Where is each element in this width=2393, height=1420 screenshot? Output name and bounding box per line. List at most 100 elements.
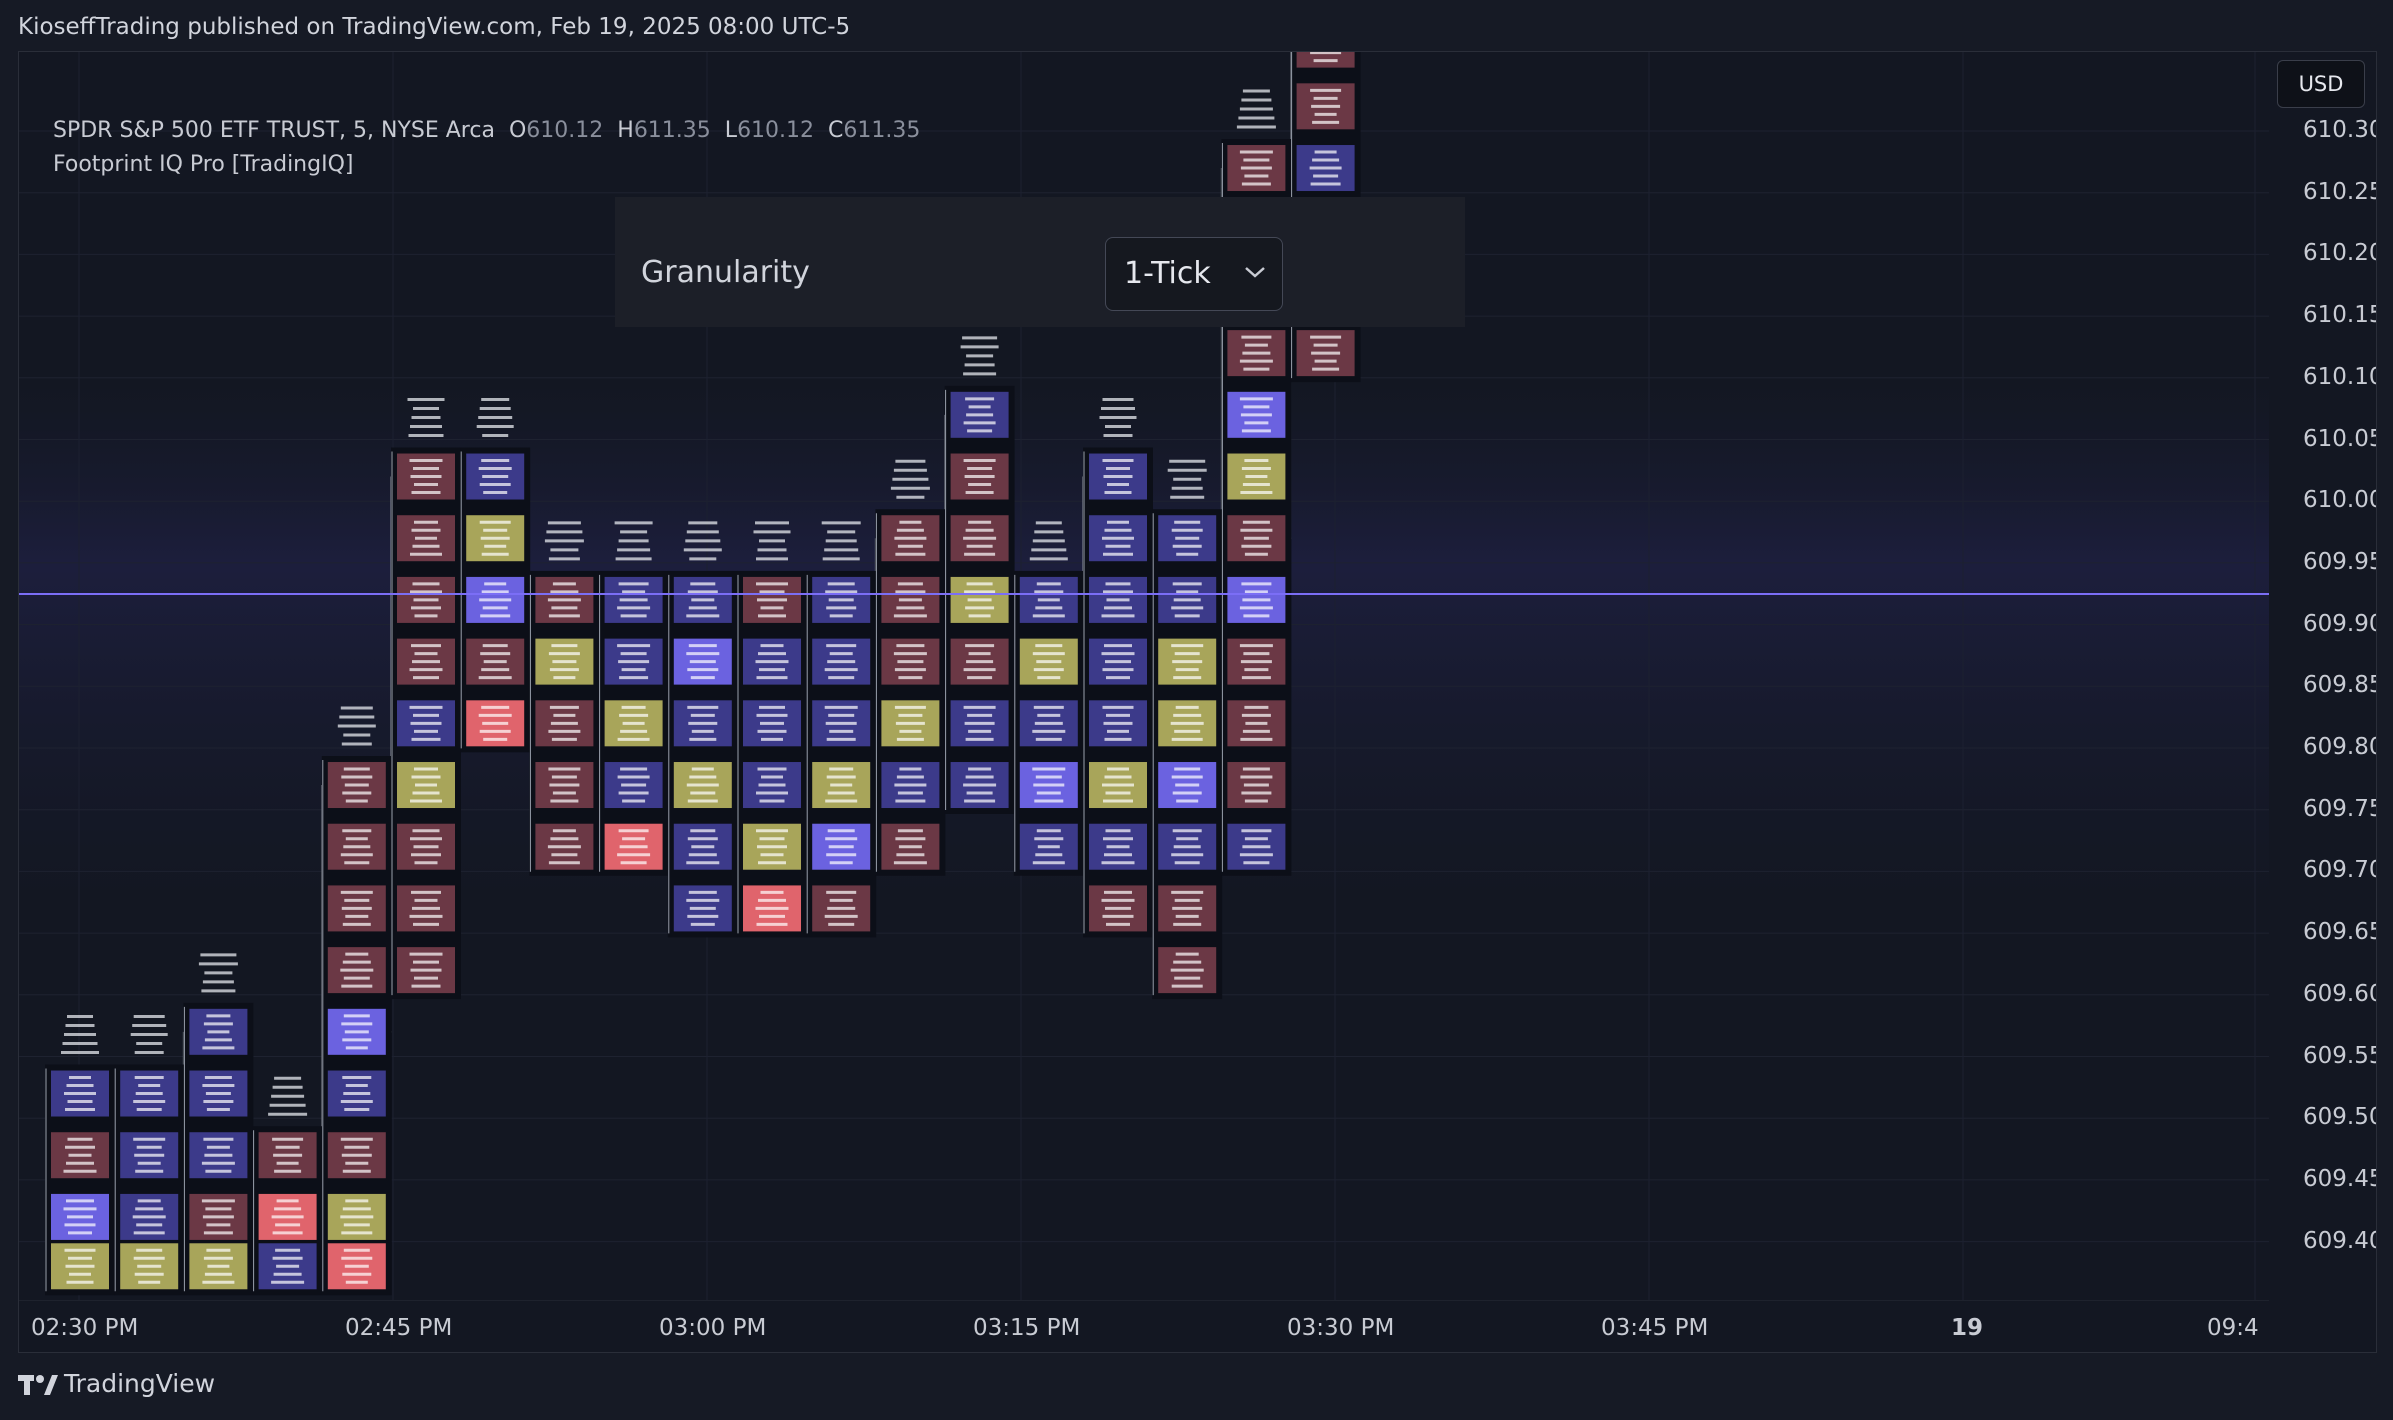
price-tick-label: 609.80 bbox=[2303, 734, 2377, 760]
footprint-cell bbox=[1089, 700, 1147, 747]
footprint-column[interactable] bbox=[391, 398, 461, 1000]
footprint-cell bbox=[1158, 700, 1217, 747]
footprint-cell bbox=[1227, 145, 1286, 192]
footprint-cell bbox=[1089, 885, 1147, 932]
footprint-cell bbox=[881, 576, 940, 623]
footprint-cell bbox=[950, 700, 1009, 747]
price-tick-label: 609.85 bbox=[2303, 672, 2377, 699]
footprint-cell bbox=[1089, 823, 1147, 870]
footprint-column[interactable] bbox=[1013, 521, 1084, 876]
footprint-column[interactable] bbox=[1152, 459, 1223, 1000]
close-value: 611.35 bbox=[843, 118, 921, 143]
footprint-cell bbox=[535, 576, 594, 623]
price-axis[interactable]: 610.30 610.25 610.20 610.15 610.10 610.05 610.… bbox=[2269, 52, 2376, 1352]
footprint-cell bbox=[327, 885, 386, 932]
footprint-cell bbox=[535, 762, 594, 809]
footprint-column[interactable] bbox=[598, 521, 669, 876]
footprint-cell bbox=[1089, 515, 1147, 562]
footprint-cell bbox=[881, 823, 940, 870]
column-backdrop bbox=[875, 509, 946, 876]
footprint-column[interactable] bbox=[321, 706, 392, 1296]
footprint-cell bbox=[673, 762, 732, 809]
chevron-down-icon bbox=[1245, 267, 1265, 278]
time-tick-label: 03:45 PM bbox=[1601, 1315, 1709, 1341]
footprint-column[interactable] bbox=[45, 1015, 115, 1296]
footprint-column[interactable] bbox=[252, 1076, 323, 1296]
footprint-cell bbox=[1158, 947, 1217, 994]
footprint-column[interactable] bbox=[114, 1015, 185, 1296]
footprint-cell bbox=[397, 762, 455, 809]
footprint-cell bbox=[673, 576, 732, 623]
price-tick-label: 609.75 bbox=[2303, 795, 2377, 822]
footprint-column[interactable] bbox=[1083, 398, 1153, 938]
footprint-cell bbox=[604, 700, 663, 747]
footprint-cell bbox=[397, 638, 455, 685]
footprint-cell bbox=[1227, 391, 1286, 438]
footprint-cell bbox=[1019, 762, 1078, 809]
footprint-column[interactable] bbox=[875, 459, 946, 876]
footprint-cell bbox=[258, 1132, 317, 1179]
price-tick-label: 609.40 bbox=[2303, 1227, 2377, 1254]
footprint-column[interactable] bbox=[460, 398, 531, 753]
price-tick-label: 610.05 bbox=[2303, 425, 2377, 452]
indicator-name[interactable]: Footprint IQ Pro [TradingIQ] bbox=[53, 152, 354, 177]
chart-pane[interactable]: SPDR S&P 500 ETF TRUST, 5, NYSE Arca O61… bbox=[18, 51, 2377, 1353]
open-value: 610.12 bbox=[526, 118, 604, 143]
footprint-cell bbox=[1227, 330, 1286, 377]
granularity-dropdown[interactable]: 1-Tick bbox=[1105, 237, 1283, 311]
footprint-cell bbox=[1296, 83, 1355, 130]
footprint-column[interactable] bbox=[183, 953, 254, 1296]
time-tick-label: 03:00 PM bbox=[659, 1315, 767, 1341]
footprint-cell bbox=[881, 515, 940, 562]
footprint-column[interactable] bbox=[944, 336, 1015, 815]
footprint-cell bbox=[812, 885, 871, 932]
symbol-legend[interactable]: SPDR S&P 500 ETF TRUST, 5, NYSE Arca O61… bbox=[53, 118, 920, 143]
footprint-column[interactable] bbox=[667, 521, 738, 938]
footprint-cell bbox=[1019, 823, 1078, 870]
footprint-cell bbox=[189, 1193, 248, 1240]
plot-area[interactable]: SPDR S&P 500 ETF TRUST, 5, NYSE Arca O61… bbox=[19, 52, 2269, 1300]
footprint-chart[interactable] bbox=[19, 52, 2269, 1300]
price-tick-label: 609.50 bbox=[2303, 1104, 2377, 1131]
time-axis[interactable]: 02:30 PM 02:45 PM 03:00 PM 03:15 PM 03:30 PM… bbox=[19, 1300, 2269, 1352]
price-tick-label: 609.60 bbox=[2303, 980, 2377, 1007]
footprint-cell bbox=[189, 1008, 248, 1055]
footprint-columns bbox=[45, 52, 1361, 1296]
footprint-cell bbox=[51, 1193, 109, 1240]
footprint-cell bbox=[327, 947, 386, 994]
column-backdrop bbox=[806, 570, 877, 938]
footprint-cell bbox=[812, 700, 871, 747]
footprint-cell bbox=[1158, 885, 1217, 932]
footprint-column[interactable] bbox=[737, 521, 807, 938]
footprint-cell bbox=[812, 638, 871, 685]
footprint-cell bbox=[327, 1193, 386, 1240]
publish-bar: KioseffTrading published on TradingView.… bbox=[0, 0, 2393, 54]
footprint-cell bbox=[1019, 700, 1078, 747]
footprint-cell bbox=[673, 638, 732, 685]
footprint-column[interactable] bbox=[529, 521, 600, 876]
footprint-cell bbox=[1158, 823, 1217, 870]
footprint-cell bbox=[881, 638, 940, 685]
footprint-cell bbox=[743, 762, 801, 809]
footprint-cell bbox=[397, 453, 455, 500]
footprint-cell bbox=[673, 823, 732, 870]
footprint-cell bbox=[1296, 145, 1355, 192]
price-tick-label: 610.15 bbox=[2303, 302, 2377, 329]
footprint-column[interactable] bbox=[806, 521, 877, 938]
footprint-cell bbox=[327, 1243, 386, 1290]
footprint-cell bbox=[1227, 515, 1286, 562]
footprint-cell bbox=[120, 1193, 179, 1240]
footprint-cell bbox=[1158, 515, 1217, 562]
footprint-cell bbox=[397, 947, 455, 994]
footprint-cell bbox=[189, 1132, 248, 1179]
footprint-cell bbox=[743, 700, 801, 747]
footprint-cell bbox=[743, 885, 801, 932]
price-tick-label: 610.25 bbox=[2303, 178, 2377, 205]
footprint-cell bbox=[1227, 453, 1286, 500]
footprint-cell bbox=[397, 515, 455, 562]
footprint-cell bbox=[812, 823, 871, 870]
price-tick-label: 610.30 bbox=[2303, 117, 2377, 143]
currency-button[interactable]: USD bbox=[2277, 60, 2365, 108]
column-backdrop bbox=[737, 570, 807, 938]
price-tick-label: 610.20 bbox=[2303, 240, 2377, 267]
